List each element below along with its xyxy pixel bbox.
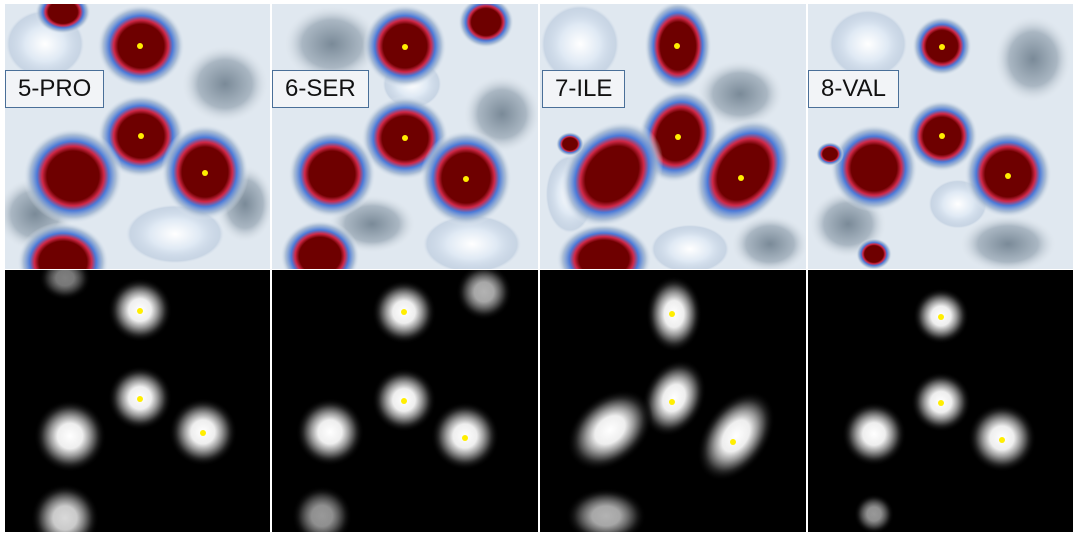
sim-image-5-pro-image — [5, 270, 270, 532]
sim-image-6-ser — [272, 270, 538, 532]
label-8-val: 8-VAL — [808, 70, 899, 108]
density-map-5-pro-image — [5, 4, 270, 269]
sim-image-8-val-image — [808, 270, 1073, 532]
sim-image-8-val — [808, 270, 1073, 532]
density-map-6-ser-image — [272, 4, 538, 269]
density-map-8-val — [808, 4, 1073, 269]
density-map-7-ile-image — [540, 4, 806, 269]
sim-image-5-pro — [5, 270, 270, 532]
label-5-pro: 5-PRO — [5, 70, 104, 108]
sim-image-7-ile-image — [540, 270, 806, 532]
density-map-6-ser — [272, 4, 538, 269]
sim-image-6-ser-image — [272, 270, 538, 532]
density-map-5-pro — [5, 4, 270, 269]
density-map-8-val-image — [808, 4, 1073, 269]
sim-image-7-ile — [540, 270, 806, 532]
label-7-ile: 7-ILE — [542, 70, 625, 108]
label-6-ser: 6-SER — [272, 70, 369, 108]
density-map-7-ile — [540, 4, 806, 269]
